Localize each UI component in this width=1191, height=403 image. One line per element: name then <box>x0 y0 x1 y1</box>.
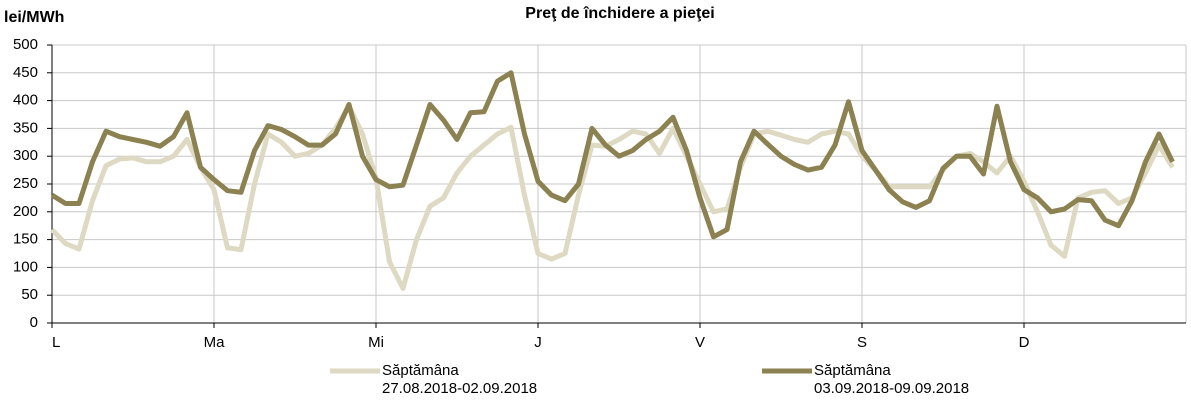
x-tick-label: D <box>1019 334 1030 351</box>
y-tick-label: 200 <box>13 203 38 220</box>
y-tick-label: 50 <box>21 286 38 303</box>
y-tick-label: 100 <box>13 258 38 275</box>
y-tick-label: 150 <box>13 231 38 248</box>
y-axis-label: lei/MWh <box>4 9 64 26</box>
y-tick-label: 350 <box>13 119 38 136</box>
x-tick-label: V <box>695 334 705 351</box>
y-tick-label: 0 <box>30 314 38 331</box>
y-tick-label: 500 <box>13 36 38 53</box>
legend-label: Săptămâna 27.08.2018-02.09.2018 <box>382 362 538 397</box>
y-tick-label: 450 <box>13 64 38 81</box>
y-tick-label: 250 <box>13 175 38 192</box>
x-tick-label: L <box>52 334 60 351</box>
y-tick-label: 300 <box>13 147 38 164</box>
series-line <box>50 70 1175 240</box>
x-tick-label: Ma <box>204 334 225 351</box>
y-tick-label: 400 <box>13 92 38 109</box>
legend-label: Săptămâna 03.09.2018-09.09.2018 <box>814 362 970 397</box>
x-tick-label: J <box>534 334 542 351</box>
chart-title: Preţ de închidere a pieţei <box>525 5 714 22</box>
x-tick-label: S <box>857 334 867 351</box>
x-tick-label: Mi <box>368 334 384 351</box>
